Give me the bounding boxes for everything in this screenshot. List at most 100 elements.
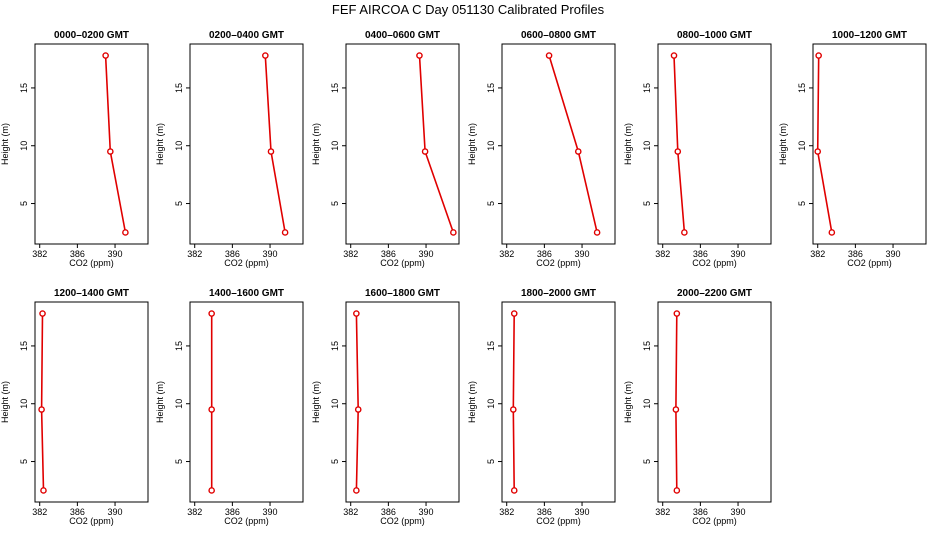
- panel-4-profile-line: [548, 55, 598, 233]
- panel-7-x-axis-label: CO2 (ppm): [69, 516, 114, 526]
- panel-6-x-tick-label: 390: [886, 249, 901, 259]
- panel-8-x-tick-label: 390: [263, 507, 278, 517]
- panel-1-y-tick-label: 15: [19, 83, 29, 93]
- panel-2-title: 0200–0400 GMT: [209, 30, 284, 41]
- panel-4-x-axis-label: CO2 (ppm): [536, 258, 581, 268]
- panel-10-frame: [501, 301, 616, 503]
- panel-10-title: 1800–2000 GMT: [521, 288, 596, 299]
- panel-3-y-axis-label: Height (m): [311, 123, 321, 165]
- panel-6-x-axis-label: CO2 (ppm): [847, 258, 892, 268]
- panel-11-title: 2000–2200 GMT: [677, 288, 752, 299]
- panel-7-data-point: [40, 487, 47, 494]
- panel-11-y-tick-label: 15: [642, 341, 652, 351]
- panel-2-y-tick-label: 10: [174, 141, 184, 151]
- panel-3-x-tick-label: 390: [419, 249, 434, 259]
- panel-9-y-axis-label: Height (m): [311, 381, 321, 423]
- panel-4-data-point: [545, 52, 553, 59]
- panel-2-x-tick-label: 386: [225, 249, 240, 259]
- panel-2-y-tick-label: 15: [174, 83, 184, 93]
- panel-3-data-point: [450, 229, 457, 236]
- panel-6-data-point: [828, 229, 836, 236]
- panel-9-x-tick-label: 382: [343, 507, 358, 517]
- panel-8-data-point: [208, 406, 215, 413]
- panel-7-x-tick-label: 382: [32, 507, 47, 517]
- panel-10-x-tick-label: 386: [537, 507, 552, 517]
- panel-1-data-point: [122, 229, 129, 236]
- panel-4-x-tick-label: 382: [499, 249, 514, 259]
- panel-6-data-point: [814, 148, 822, 155]
- panel-9-y-tick-label: 10: [330, 399, 340, 409]
- panel-11-x-tick-label: 390: [731, 507, 746, 517]
- panel-4-title: 0600–0800 GMT: [521, 30, 596, 41]
- panel-5-y-axis-label: Height (m): [623, 123, 633, 165]
- panel-5-y-tick-label: 5: [642, 201, 652, 206]
- panel-2-x-tick-label: 382: [187, 249, 202, 259]
- panel-3-y-tick-label: 5: [330, 201, 340, 206]
- panel-5-profile-line: [673, 55, 686, 233]
- panel-11-x-tick-label: 386: [693, 507, 708, 517]
- panel-4-y-axis-label: Height (m): [467, 123, 477, 165]
- panel-4-data-point: [593, 229, 601, 236]
- panel-8-frame: [189, 301, 304, 503]
- panel-6-profile-line: [816, 55, 833, 233]
- panel-10-x-tick-label: 390: [575, 507, 590, 517]
- panel-1-y-tick-label: 5: [19, 201, 29, 206]
- panel-6-title: 1000–1200 GMT: [832, 30, 907, 41]
- panel-9-x-axis-label: CO2 (ppm): [380, 516, 425, 526]
- panel-8-y-tick-label: 10: [174, 399, 184, 409]
- panel-9-data-point: [353, 487, 360, 494]
- panel-4-y-tick-label: 5: [486, 201, 496, 206]
- panel-3-frame: [345, 43, 460, 245]
- panel-6-y-tick-label: 15: [797, 83, 807, 93]
- panel-1-title: 0000–0200 GMT: [54, 30, 129, 41]
- panel-5-title: 0800–1000 GMT: [677, 30, 752, 41]
- panel-11-profile-line: [675, 313, 678, 491]
- panel-1-y-axis-label: Height (m): [0, 123, 10, 165]
- panel-3-profile-line: [418, 55, 455, 233]
- panel-9-frame: [345, 301, 460, 503]
- panel-6-y-axis-label: Height (m): [778, 123, 788, 165]
- panel-8-title: 1400–1600 GMT: [209, 288, 284, 299]
- panel-1-x-tick-label: 390: [108, 249, 123, 259]
- panel-3-data-point: [421, 148, 429, 155]
- panel-9-y-tick-label: 5: [330, 459, 340, 464]
- panel-1-data-point: [107, 148, 114, 155]
- panel-1-data-point: [102, 52, 109, 59]
- panel-9-profile-line: [355, 313, 360, 491]
- panel-7-x-tick-label: 386: [70, 507, 85, 517]
- panel-2-y-axis-label: Height (m): [155, 123, 165, 165]
- panel-1-x-tick-label: 382: [32, 249, 47, 259]
- panel-11-y-tick-label: 10: [642, 399, 652, 409]
- panel-2-data-point: [267, 148, 275, 155]
- panel-5-y-tick-label: 10: [642, 141, 652, 151]
- panel-3-y-tick-label: 15: [330, 83, 340, 93]
- panel-3-data-point: [416, 52, 423, 59]
- panel-2-y-tick-label: 5: [174, 201, 184, 206]
- panel-1-profile-line: [104, 55, 127, 233]
- panel-8-y-axis-label: Height (m): [155, 381, 165, 423]
- panel-5-data-point: [681, 229, 688, 236]
- panel-6-x-tick-label: 386: [848, 249, 863, 259]
- panel-4-y-tick-label: 10: [486, 141, 496, 151]
- panel-9-x-tick-label: 386: [381, 507, 396, 517]
- panel-7-y-tick-label: 5: [19, 459, 29, 464]
- panel-1-x-tick-label: 386: [70, 249, 85, 259]
- panel-4-frame: [501, 43, 616, 245]
- panel-10-x-axis-label: CO2 (ppm): [536, 516, 581, 526]
- panel-7-x-tick-label: 390: [108, 507, 123, 517]
- panel-10-y-tick-label: 5: [486, 459, 496, 464]
- panel-8-y-tick-label: 15: [174, 341, 184, 351]
- panel-8-data-point: [208, 487, 215, 494]
- panel-4-x-tick-label: 390: [575, 249, 590, 259]
- panel-11-y-tick-label: 5: [642, 459, 652, 464]
- panel-3-x-tick-label: 386: [381, 249, 396, 259]
- panel-11-data-point: [672, 406, 680, 413]
- panel-3-title: 0400–0600 GMT: [365, 30, 440, 41]
- panel-5-y-tick-label: 15: [642, 83, 652, 93]
- panel-11-frame: [657, 301, 772, 503]
- panel-10-x-tick-label: 382: [499, 507, 514, 517]
- panel-9-data-point: [353, 310, 360, 317]
- panel-5-x-tick-label: 390: [731, 249, 746, 259]
- panel-2-profile-line: [264, 55, 286, 233]
- panel-1-frame: [34, 43, 149, 245]
